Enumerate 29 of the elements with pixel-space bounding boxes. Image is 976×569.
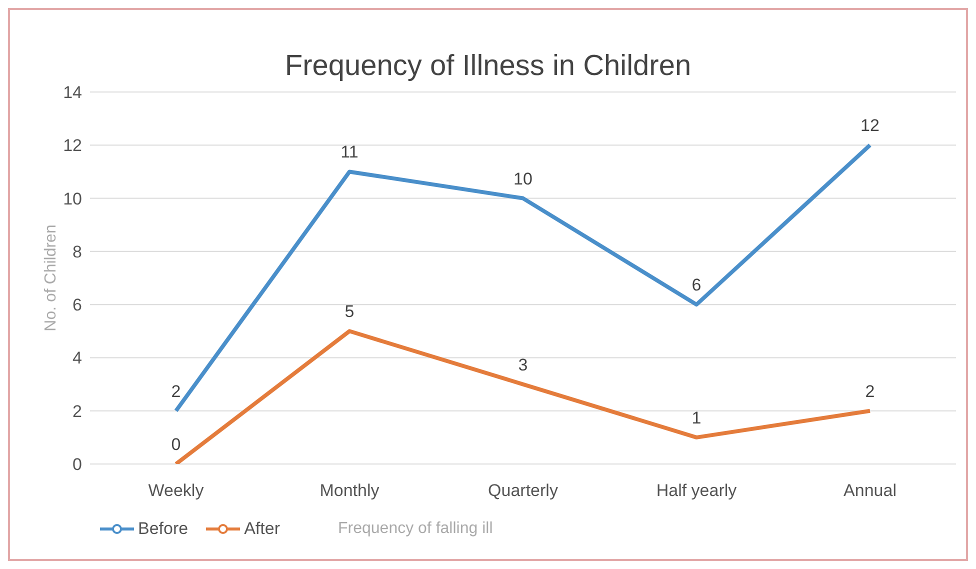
data-label: 11 [340, 142, 358, 162]
line-series [174, 143, 872, 413]
data-label: 2 [865, 382, 875, 401]
data-label: 1 [692, 408, 702, 428]
x-tick-label: Weekly [148, 481, 204, 500]
y-axis-title: No. of Children [42, 224, 60, 332]
data-label: 3 [518, 355, 528, 374]
y-tick-label: 8 [72, 242, 82, 262]
y-tick-label: 4 [72, 348, 82, 368]
y-tick-label: 6 [72, 296, 82, 315]
y-tick-label: 0 [72, 455, 82, 474]
data-label: 5 [344, 302, 354, 322]
chart-title: Frequency of Illness in Children [284, 50, 692, 83]
data-label: 2 [171, 382, 181, 401]
data-label: 12 [860, 116, 880, 136]
x-tick-label: Annual [844, 481, 896, 500]
x-tick-label: Half yearly [656, 481, 738, 500]
data-label: 10 [514, 169, 532, 188]
y-tick-label: 12 [63, 136, 82, 156]
legend-label: Before [137, 519, 188, 539]
y-tick-label: 10 [63, 189, 82, 208]
x-axis-title: Frequency of falling ill [338, 520, 493, 538]
data-label: 6 [692, 276, 702, 295]
legend-label: After [243, 519, 280, 539]
x-tick-label: Quarterly [488, 481, 558, 500]
x-tick-label: Monthly [320, 481, 380, 500]
y-tick-label: 14 [63, 83, 82, 102]
data-label: 0 [171, 435, 181, 454]
y-tick-label: 2 [72, 402, 82, 421]
